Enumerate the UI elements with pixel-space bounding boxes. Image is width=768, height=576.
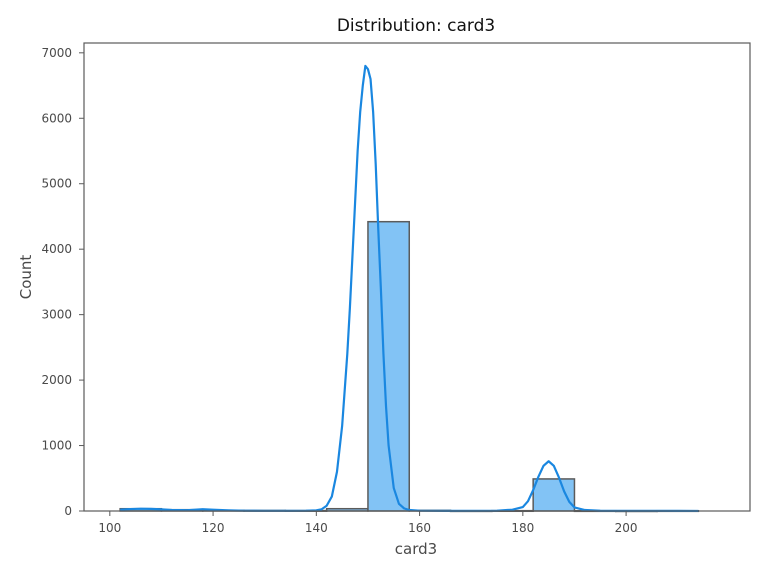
y-tick-label: 2000 <box>41 373 72 387</box>
chart-title: Distribution: card3 <box>337 16 495 36</box>
x-tick-label: 200 <box>615 521 638 535</box>
x-axis-ticks: 100 120 140 160 180 200 <box>98 511 638 535</box>
plot-frame <box>83 42 751 512</box>
y-tick-label: 7000 <box>41 46 72 60</box>
bars-group <box>119 220 700 513</box>
x-tick-label: 100 <box>98 521 121 535</box>
y-tick-label: 6000 <box>41 111 72 125</box>
x-tick-label: 160 <box>408 521 431 535</box>
x-tick-label: 140 <box>305 521 328 535</box>
x-tick-label: 180 <box>511 521 534 535</box>
y-axis-ticks: 0 1000 2000 3000 4000 5000 6000 7000 <box>41 46 84 518</box>
y-tick-label: 1000 <box>41 439 72 453</box>
x-tick-label: 120 <box>202 521 225 535</box>
y-tick-label: 5000 <box>41 177 72 191</box>
y-tick-label: 3000 <box>41 308 72 322</box>
histogram-bar <box>532 478 576 512</box>
y-tick-label: 0 <box>64 504 72 518</box>
y-axis-label: Count <box>17 255 35 300</box>
histogram-bar <box>367 220 411 512</box>
y-tick-label: 4000 <box>41 242 72 256</box>
x-axis-label: card3 <box>395 540 437 558</box>
